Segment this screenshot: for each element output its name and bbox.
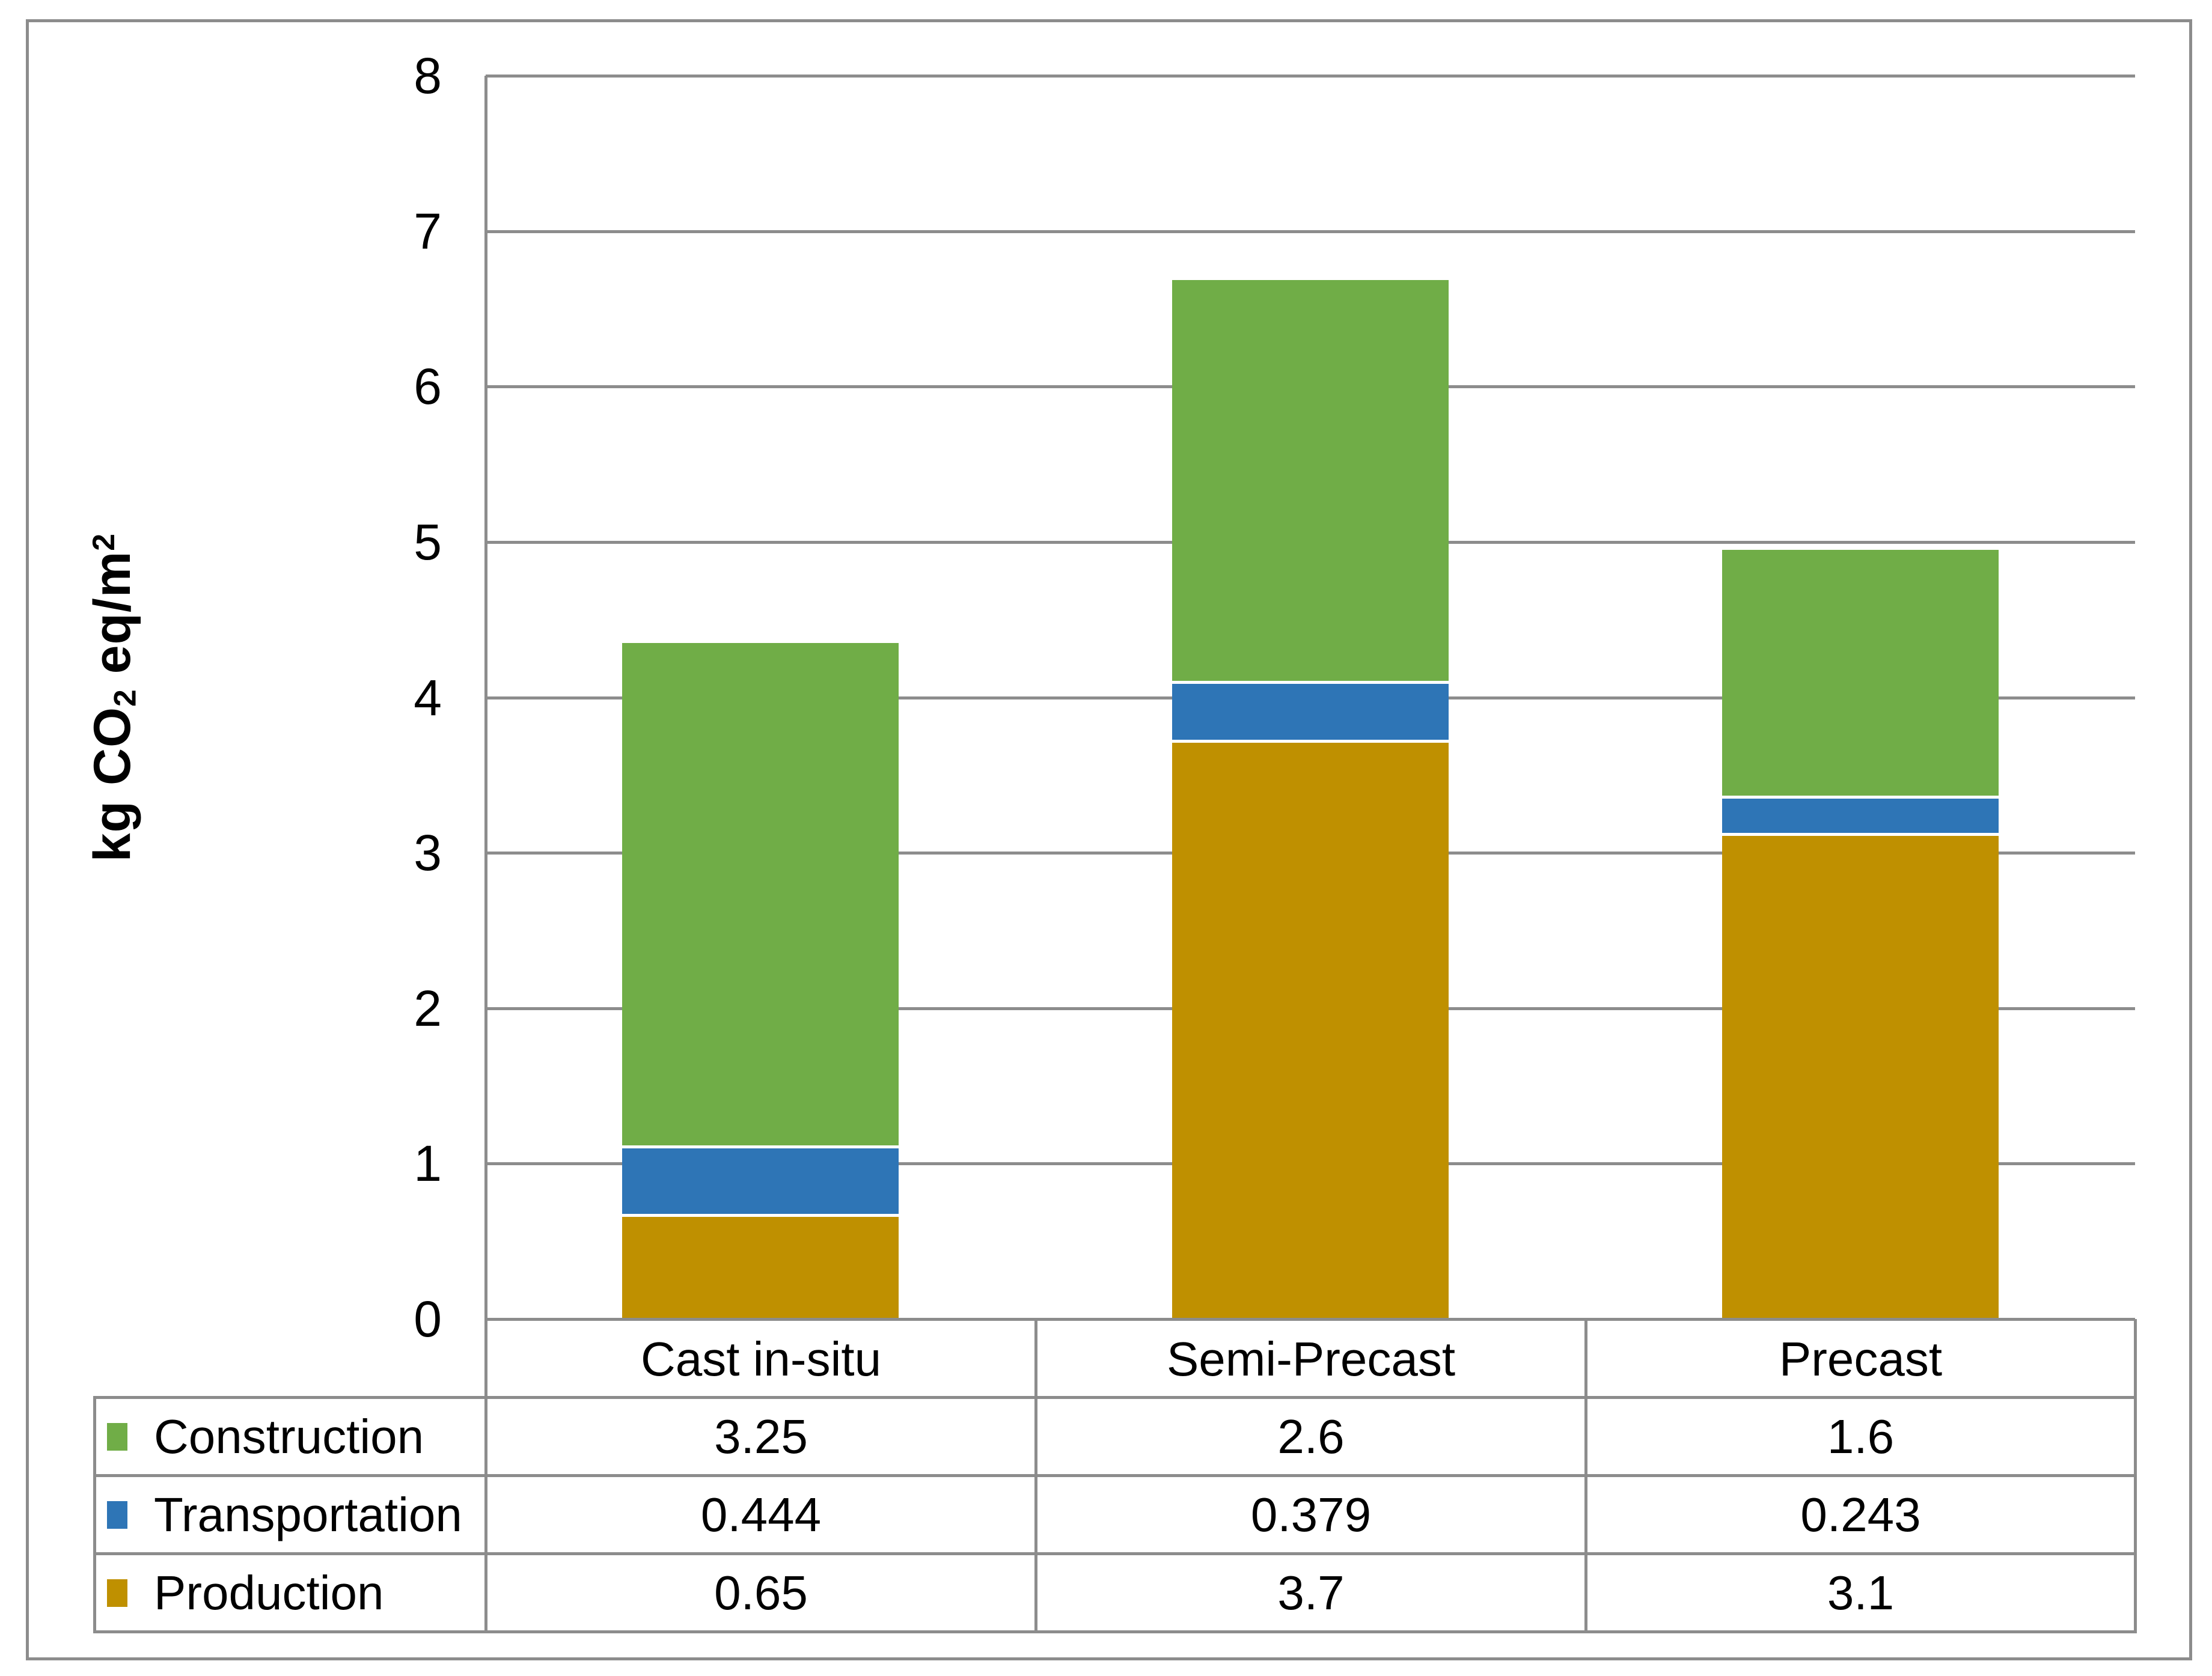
legend-label: Production — [154, 1565, 384, 1620]
legend-item-transportation: Transportation — [96, 1477, 495, 1552]
gridline-y-7 — [486, 230, 2135, 233]
table-value-production-semi-precast: 3.7 — [1277, 1565, 1345, 1620]
construction-legend-swatch — [107, 1422, 127, 1451]
y-tick-label-2: 2 — [414, 980, 442, 1037]
y-tick-label-6: 6 — [414, 358, 442, 415]
table-value-construction-semi-precast: 2.6 — [1277, 1409, 1345, 1463]
bar-segment-semi-precast-construction — [1172, 280, 1449, 684]
category-header-semi-precast: Semi-Precast — [1166, 1332, 1456, 1386]
bar-segment-precast-production — [1722, 836, 1999, 1318]
y-tick-label-8: 8 — [414, 47, 442, 104]
gridline-y-8 — [486, 75, 2135, 78]
legend-item-production: Production — [96, 1555, 495, 1630]
table-row-line-2 — [93, 1474, 2137, 1477]
category-header-precast: Precast — [1779, 1332, 1943, 1386]
x-axis-line — [486, 1318, 2135, 1321]
table-value-production-cast-in-situ: 0.65 — [714, 1565, 808, 1620]
legend-label: Transportation — [154, 1487, 462, 1541]
table-value-construction-cast-in-situ: 3.25 — [714, 1409, 808, 1463]
table-row-line-3 — [93, 1552, 2137, 1555]
table-row-line-1 — [93, 1396, 2137, 1399]
y-tick-label-1: 1 — [414, 1135, 442, 1192]
y-axis-line — [484, 76, 487, 1632]
bar-segment-precast-transportation — [1722, 798, 1999, 836]
table-value-transportation-precast: 0.243 — [1800, 1487, 1921, 1541]
y-tick-label-0: 0 — [414, 1291, 442, 1347]
y-tick-label-5: 5 — [414, 514, 442, 570]
table-value-transportation-cast-in-situ: 0.444 — [700, 1487, 822, 1541]
y-tick-label-3: 3 — [414, 824, 442, 881]
y-tick-label-4: 4 — [414, 669, 442, 726]
table-value-production-precast: 3.1 — [1827, 1565, 1895, 1620]
bar-segment-cast-in-situ-production — [622, 1217, 899, 1318]
y-axis-title: kg CO2 eq/m2 — [84, 532, 142, 862]
bar-segment-cast-in-situ-transportation — [622, 1148, 899, 1217]
table-value-transportation-semi-precast: 0.379 — [1250, 1487, 1372, 1541]
transportation-legend-swatch — [107, 1501, 127, 1529]
category-header-cast-in-situ: Cast in-situ — [640, 1332, 882, 1386]
bar-segment-semi-precast-transportation — [1172, 684, 1449, 743]
legend-item-construction: Construction — [96, 1399, 495, 1474]
y-axis-title-area: kg CO2 eq/m2 — [53, 76, 173, 1319]
table-value-construction-precast: 1.6 — [1827, 1409, 1895, 1463]
production-legend-swatch — [107, 1579, 127, 1607]
y-tick-label-7: 7 — [414, 203, 442, 260]
bar-segment-precast-construction — [1722, 550, 1999, 799]
legend-label: Construction — [154, 1409, 424, 1463]
table-left-border — [93, 1397, 96, 1632]
bar-segment-cast-in-situ-construction — [622, 643, 899, 1148]
table-bottom-border — [93, 1630, 2137, 1633]
bar-segment-semi-precast-production — [1172, 743, 1449, 1318]
